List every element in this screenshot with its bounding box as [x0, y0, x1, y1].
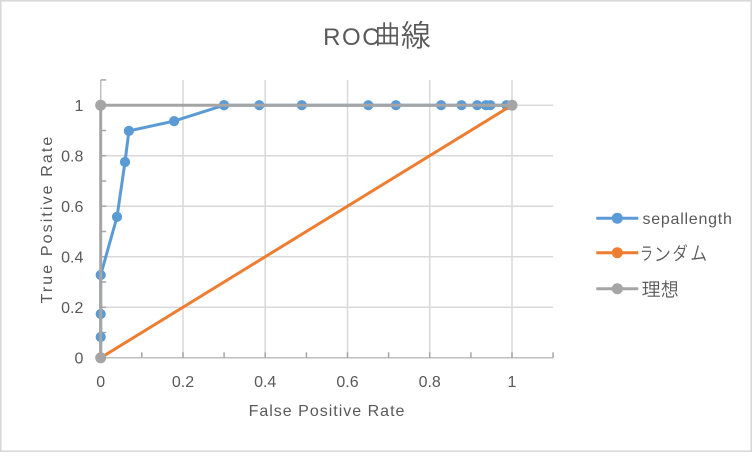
svg-text:ROC: ROC	[323, 24, 381, 51]
svg-text:0.4: 0.4	[61, 250, 83, 267]
svg-text:sepallength: sepallength	[643, 211, 733, 228]
svg-text:1: 1	[74, 98, 83, 115]
svg-text:0: 0	[74, 351, 83, 368]
svg-text:0.8: 0.8	[419, 374, 441, 391]
svg-text:0.6: 0.6	[336, 374, 358, 391]
svg-text:0.6: 0.6	[61, 199, 83, 216]
svg-text:False Positive Rate: False Positive Rate	[249, 403, 406, 420]
svg-text:True Positive Rate: True Positive Rate	[39, 135, 56, 304]
svg-text:0.2: 0.2	[172, 374, 194, 391]
svg-text:0.8: 0.8	[61, 149, 83, 166]
svg-text:0: 0	[96, 374, 105, 391]
svg-text:1: 1	[508, 374, 517, 391]
svg-text:0.4: 0.4	[254, 374, 276, 391]
svg-text:0.2: 0.2	[61, 300, 83, 317]
